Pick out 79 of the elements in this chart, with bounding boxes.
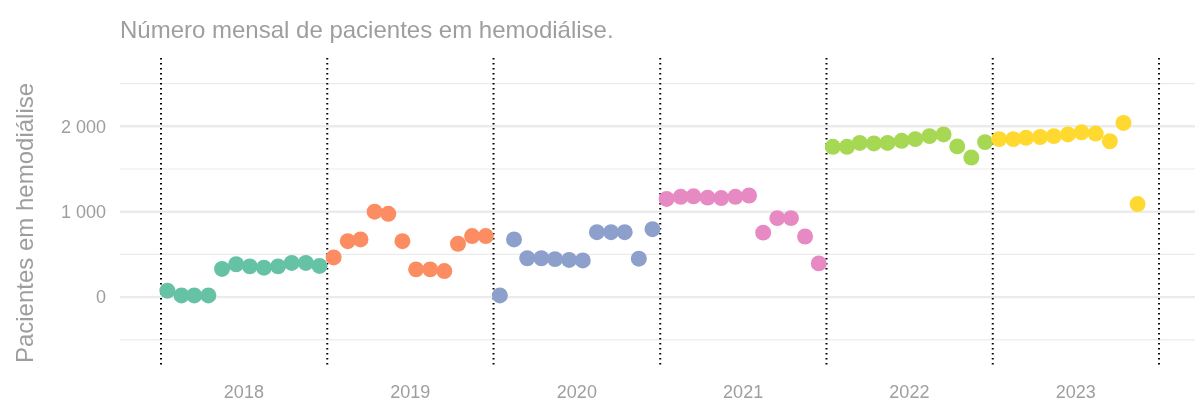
point: [1059, 126, 1076, 143]
x-tick-label: 2023: [1055, 382, 1096, 402]
point: [159, 282, 176, 299]
point: [422, 261, 439, 278]
point: [935, 126, 952, 143]
point: [616, 224, 633, 241]
point: [186, 287, 203, 304]
point: [1087, 125, 1104, 142]
point: [464, 228, 481, 245]
point: [200, 287, 217, 304]
point: [352, 231, 369, 248]
point: [685, 188, 702, 205]
point: [824, 138, 841, 155]
point: [810, 255, 827, 272]
point: [297, 255, 314, 271]
point: [699, 189, 716, 206]
point: [311, 257, 328, 274]
y-tick-label: 1 000: [60, 202, 106, 223]
x-tick-label: 2021: [723, 382, 764, 402]
point: [782, 210, 799, 227]
point: [1018, 129, 1034, 146]
point: [214, 260, 231, 277]
point: [907, 131, 924, 148]
point: [741, 187, 758, 204]
point: [574, 252, 591, 269]
point: [630, 250, 647, 267]
point: [769, 210, 786, 227]
point: [436, 263, 453, 280]
point: [797, 228, 814, 245]
x-tick-label: 2022: [889, 382, 930, 402]
point: [1073, 124, 1090, 141]
point: [963, 149, 980, 166]
point: [1032, 129, 1049, 145]
point: [380, 205, 397, 222]
x-tick-label: 2020: [556, 382, 597, 402]
point: [255, 259, 272, 276]
point: [491, 287, 508, 304]
point: [949, 138, 966, 155]
point: [921, 128, 938, 145]
point: [506, 231, 522, 248]
point: [1005, 131, 1022, 148]
y-tick-label: 2 000: [60, 116, 106, 137]
point: [713, 190, 730, 207]
point: [1101, 133, 1118, 150]
x-tick-label: 2019: [390, 382, 431, 402]
point: [991, 131, 1008, 148]
point: [477, 228, 494, 245]
point: [865, 135, 882, 152]
point: [561, 252, 578, 268]
point: [1115, 114, 1132, 131]
point: [603, 224, 620, 241]
point: [879, 135, 896, 151]
point: [1129, 196, 1146, 212]
point: [588, 224, 605, 241]
point: [408, 261, 425, 278]
x-tick-label: 2018: [223, 382, 264, 402]
point: [283, 255, 300, 271]
point: [366, 203, 383, 220]
point: [893, 132, 910, 149]
y-tick-label: 0: [95, 287, 106, 308]
point: [977, 134, 993, 151]
point: [547, 251, 563, 268]
chart-title: Número mensal de pacientes em hemodiálise.: [120, 16, 614, 43]
point: [839, 138, 855, 155]
point: [644, 221, 661, 238]
point: [241, 258, 258, 275]
point: [325, 249, 342, 266]
point: [727, 188, 744, 205]
point: [658, 190, 675, 207]
point: [394, 233, 411, 250]
point: [519, 250, 536, 267]
point: [270, 258, 287, 275]
point: [755, 224, 772, 241]
point: [450, 235, 466, 252]
point: [851, 135, 868, 151]
point: [228, 256, 245, 273]
point: [1045, 128, 1062, 145]
y-axis-title: Pacientes em hemodiálise: [11, 82, 38, 364]
point: [533, 250, 550, 267]
